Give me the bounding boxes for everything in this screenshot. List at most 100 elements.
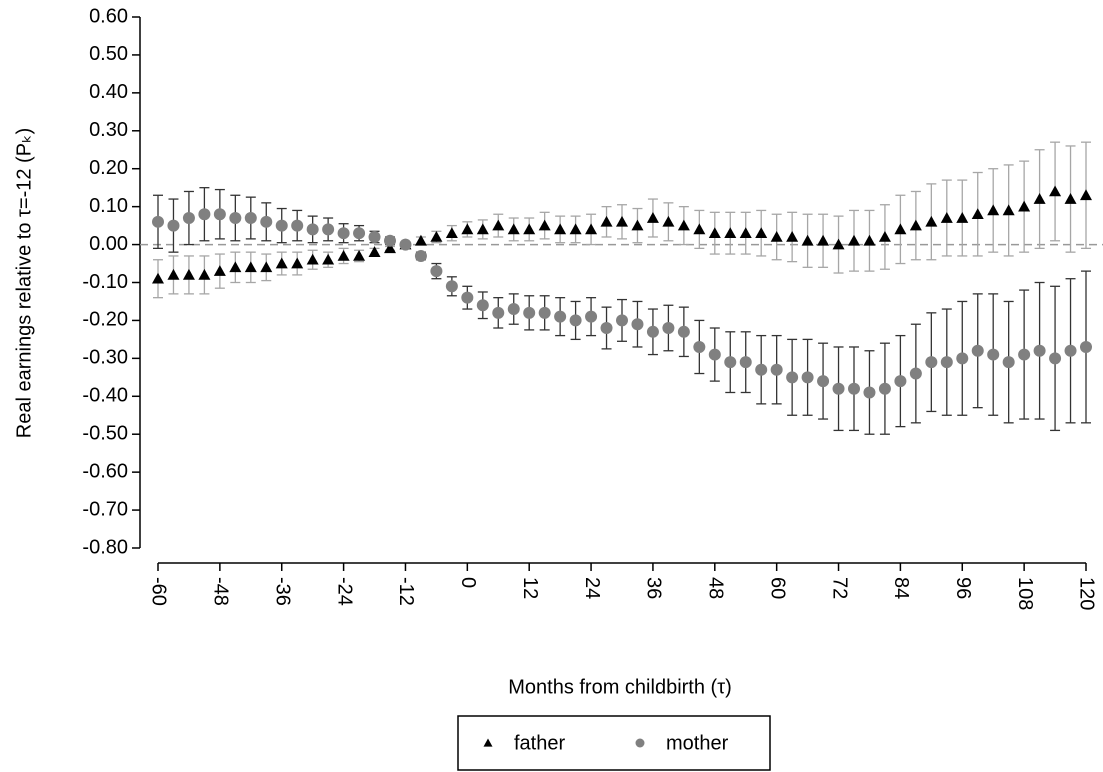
y-tick-label: 0.50 [89, 43, 128, 65]
x-axis-title: Months from childbirth (τ) [508, 676, 732, 698]
point [878, 382, 891, 395]
point [662, 215, 675, 227]
y-tick-label: 0.10 [89, 195, 128, 217]
point [414, 249, 427, 262]
point [430, 230, 443, 242]
y-tick-label: -0.30 [82, 347, 128, 369]
point [909, 219, 922, 231]
point [956, 212, 969, 223]
point [1002, 204, 1015, 216]
point [894, 375, 907, 388]
x-tick-label: 72 [828, 577, 850, 599]
y-tick-label: -0.10 [82, 271, 128, 293]
point [260, 261, 273, 273]
point [585, 310, 598, 323]
x-tick-label: -60 [148, 577, 170, 606]
point [152, 215, 164, 228]
point [863, 234, 876, 246]
point [213, 208, 226, 221]
point [693, 223, 706, 235]
x-tick-label: 0 [457, 577, 479, 588]
point [925, 215, 938, 227]
point [1049, 352, 1062, 365]
x-tick-label: 108 [1014, 577, 1036, 610]
point [260, 215, 273, 228]
point [1033, 344, 1046, 357]
point [384, 242, 396, 254]
x-tick-label: 60 [766, 577, 788, 599]
legend-marker [483, 738, 493, 747]
point [569, 314, 582, 327]
x-tick-label: 120 [1076, 577, 1098, 610]
point [229, 212, 242, 225]
point [353, 227, 366, 240]
point [337, 249, 350, 261]
point [461, 223, 474, 235]
point [523, 306, 536, 319]
point [662, 322, 675, 335]
point [538, 219, 551, 231]
x-tick-label: 24 [581, 577, 603, 599]
point [755, 227, 768, 238]
point [182, 212, 195, 225]
point [770, 230, 783, 242]
legend-marker [635, 738, 645, 748]
point [445, 280, 458, 293]
point [878, 230, 891, 242]
point [786, 371, 799, 384]
point [786, 230, 799, 242]
y-tick-label: 0.60 [89, 5, 128, 27]
point [987, 348, 1000, 361]
point [322, 223, 335, 236]
point [677, 219, 690, 231]
x-tick-label: -12 [395, 577, 417, 606]
point [677, 325, 690, 338]
point [507, 223, 520, 235]
point [600, 322, 613, 335]
point [445, 227, 458, 238]
point [337, 227, 350, 240]
point [244, 261, 257, 273]
point [538, 306, 551, 319]
point [848, 234, 860, 246]
point [1018, 348, 1031, 361]
point [956, 352, 969, 365]
point [940, 212, 953, 223]
x-tick-label: -48 [210, 577, 232, 606]
point [631, 219, 644, 231]
x-tick-label: 12 [519, 577, 541, 599]
x-tick-label: 96 [952, 577, 974, 599]
point [1064, 344, 1077, 357]
y-tick-label: 0.30 [89, 119, 128, 141]
point [492, 219, 505, 231]
point [476, 299, 489, 312]
point [987, 204, 1000, 216]
y-axis-title: Real earnings relative to τ=-12 (Pₖ) [13, 128, 35, 438]
point [1018, 200, 1031, 212]
x-tick-label: 36 [643, 577, 665, 599]
y-tick-label: -0.70 [82, 498, 128, 520]
point [198, 208, 211, 221]
point [1080, 340, 1092, 353]
point [1064, 193, 1077, 204]
point [306, 253, 319, 265]
point [275, 257, 288, 269]
point [1080, 189, 1092, 201]
point [554, 310, 567, 323]
point [306, 223, 319, 236]
point [585, 223, 598, 235]
point [770, 363, 783, 376]
y-tick-label: 0.20 [89, 157, 128, 179]
legend-label: father [514, 732, 565, 754]
x-tick-label: 48 [705, 577, 727, 599]
x-tick-label: -36 [271, 577, 293, 606]
point [244, 212, 257, 225]
legend-label: mother [666, 732, 729, 754]
point [213, 265, 226, 276]
point [708, 348, 721, 361]
y-tick-label: -0.40 [82, 385, 128, 407]
point [755, 363, 768, 376]
point [1049, 185, 1062, 197]
point [353, 249, 366, 261]
